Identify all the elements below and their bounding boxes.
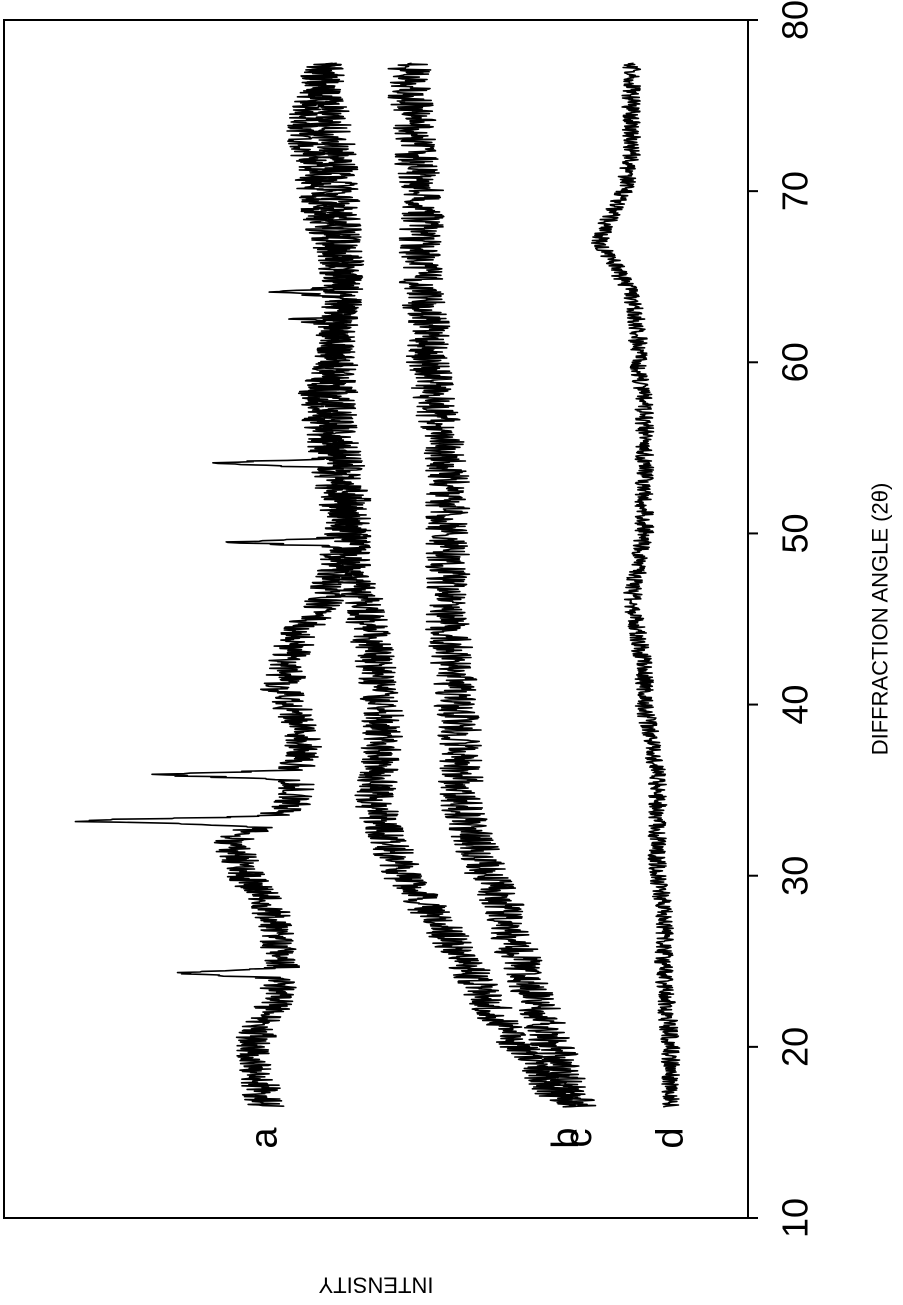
x-tick-label: 50 <box>775 513 816 553</box>
series-label-d: d <box>650 1127 692 1148</box>
series-label-b: b <box>545 1127 587 1148</box>
series-c-trace <box>387 62 597 1108</box>
x-axis-ticks <box>748 19 758 1219</box>
plot-frame <box>3 19 749 1219</box>
x-tick-label: 80 <box>775 0 816 40</box>
x-axis-tick-labels: 10 20 30 40 50 60 70 80 <box>775 0 816 1238</box>
x-tick-label: 70 <box>775 171 816 211</box>
series-d-trace <box>590 62 681 1108</box>
series-label-a: a <box>244 1127 286 1149</box>
plot-border <box>3 19 749 1219</box>
series-label-c: c <box>558 1129 600 1148</box>
x-tick-label: 10 <box>775 1198 816 1238</box>
x-tick-label: 40 <box>775 685 816 725</box>
series-a-trace <box>74 62 363 1107</box>
x-tick-label: 20 <box>775 1027 816 1067</box>
series-traces <box>74 62 681 1108</box>
series-labels: a bc d <box>244 1127 692 1149</box>
series-b-trace <box>302 62 584 1108</box>
x-tick-label: 60 <box>775 342 816 382</box>
x-tick-label: 30 <box>775 856 816 896</box>
x-axis-title: DIFFRACTION ANGLE (2θ) <box>868 483 893 756</box>
y-axis-title: INTENSITY <box>318 1273 433 1298</box>
